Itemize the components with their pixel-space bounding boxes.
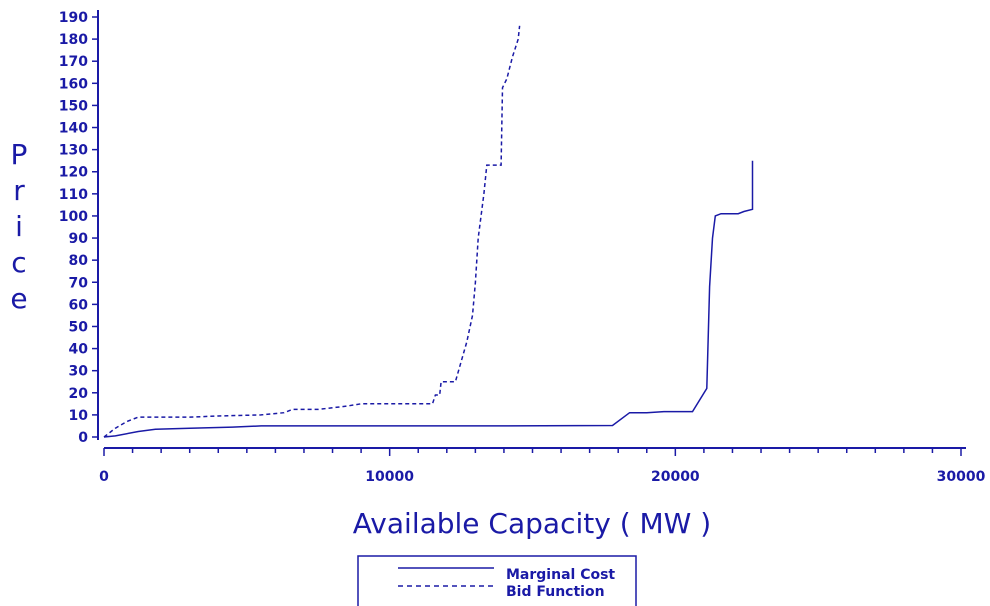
series-group bbox=[104, 26, 753, 437]
x-axis-title: Available Capacity ( MW ) bbox=[353, 507, 711, 540]
y-tick-label: 190 bbox=[59, 10, 88, 26]
y-ticks: 0 10 20 30 40 50 60 70 80 90 100 110 120 130 140 150 160… bbox=[59, 10, 98, 446]
y-tick-label: 140 bbox=[59, 121, 88, 137]
y-tick-label: 100 bbox=[59, 209, 88, 225]
x-tick-label: 10000 bbox=[365, 469, 414, 485]
y-tick-label: 80 bbox=[69, 253, 89, 269]
y-tick-label: 20 bbox=[69, 386, 89, 402]
y-tick-label: 10 bbox=[69, 408, 89, 424]
y-tick-label: 180 bbox=[59, 32, 88, 48]
legend-label-bid-function: Bid Function bbox=[506, 584, 605, 600]
x-ticks: 0 10000 20000 30000 bbox=[99, 448, 985, 485]
series-line-marginal-cost bbox=[104, 161, 753, 437]
y-axis-title-letter: P bbox=[11, 138, 28, 171]
series-line-bid-function bbox=[104, 26, 520, 437]
y-tick-label: 150 bbox=[59, 98, 88, 114]
y-tick-label: 30 bbox=[69, 364, 89, 380]
x-tick-label: 0 bbox=[99, 469, 109, 485]
legend: Marginal Cost Bid Function bbox=[358, 556, 636, 606]
y-axis-title-letter: r bbox=[13, 174, 25, 207]
y-axis-title-letter: i bbox=[15, 210, 23, 243]
y-tick-label: 110 bbox=[59, 187, 88, 203]
y-tick-label: 40 bbox=[69, 342, 89, 358]
y-tick-label: 170 bbox=[59, 54, 88, 70]
legend-label-marginal-cost: Marginal Cost bbox=[506, 567, 615, 583]
y-axis-title-letter: c bbox=[11, 246, 26, 279]
y-tick-label: 160 bbox=[59, 76, 88, 92]
x-tick-label: 20000 bbox=[651, 469, 700, 485]
x-tick-label: 30000 bbox=[937, 469, 986, 485]
y-tick-label: 120 bbox=[59, 165, 88, 181]
y-tick-label: 90 bbox=[69, 231, 89, 247]
y-tick-label: 130 bbox=[59, 143, 88, 159]
y-axis-title-letter: e bbox=[10, 282, 27, 315]
y-tick-label: 50 bbox=[69, 319, 89, 335]
y-tick-label: 60 bbox=[69, 297, 89, 313]
y-tick-label: 0 bbox=[78, 430, 88, 446]
y-tick-label: 70 bbox=[69, 275, 89, 291]
